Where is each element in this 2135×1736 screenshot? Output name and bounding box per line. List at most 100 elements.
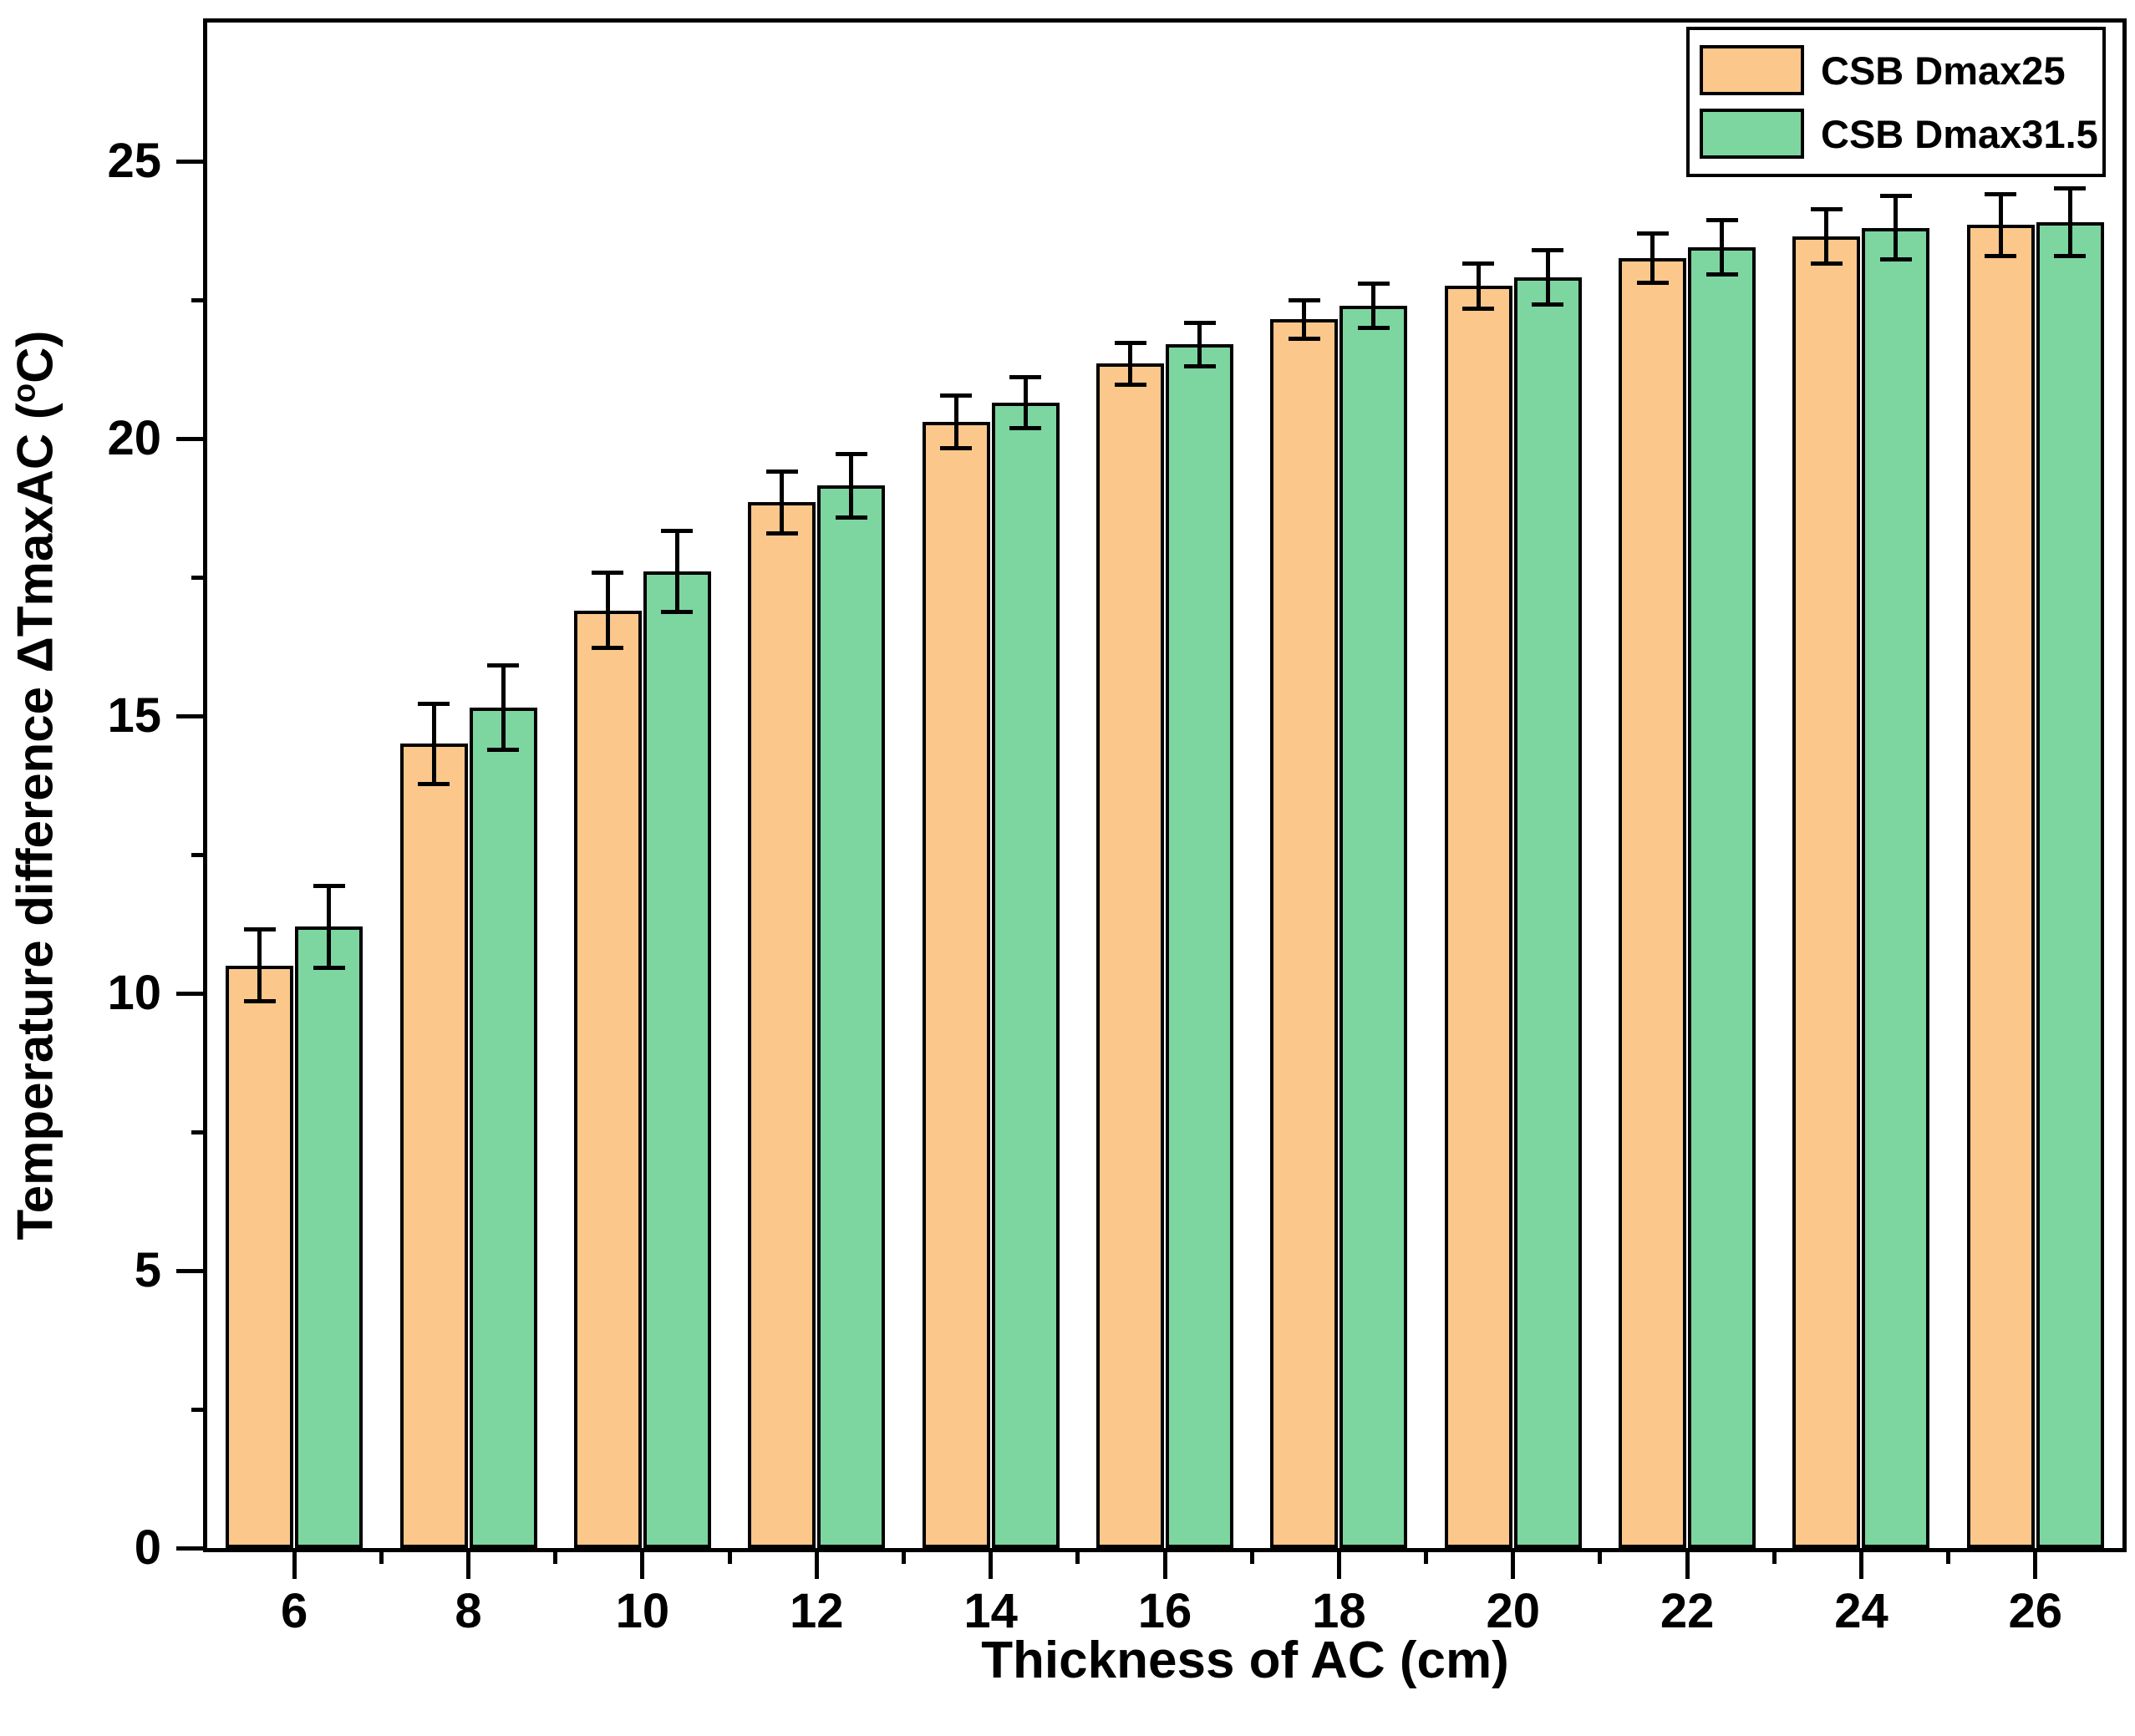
error-bar-whisker [1197, 322, 1202, 366]
y-tick-label: 25 [107, 134, 161, 188]
x-minor-tick [1598, 1552, 1603, 1564]
error-bar-cap [1114, 383, 1146, 388]
error-bar-cap [1357, 325, 1390, 330]
error-bar-cap [1114, 340, 1146, 345]
bar-dmax25-14 [922, 422, 990, 1548]
bar-dmax25-12 [748, 502, 816, 1548]
x-minor-tick [727, 1552, 732, 1564]
error-bar-whisker [1998, 194, 2003, 256]
bar-dmax31-5-6 [295, 926, 363, 1548]
bar-dmax25-10 [573, 610, 642, 1548]
x-tick-label: 14 [963, 1584, 1018, 1638]
error-bar-cap [1636, 280, 1669, 285]
y-minor-tick [191, 1407, 203, 1412]
error-bar-cap [1462, 307, 1495, 312]
x-major-tick [989, 1552, 994, 1579]
x-tick-label: 6 [281, 1584, 308, 1638]
plot-area: 0 5 10 15 20 25 6 8 10 12 14 16 18 20 22 24 26 [107, 18, 2127, 1638]
bar-dmax25-6 [226, 965, 294, 1548]
x-tick-label: 26 [2008, 1584, 2063, 1638]
error-bar-whisker [1128, 343, 1132, 385]
x-major-tick [1511, 1552, 1516, 1579]
error-bar-whisker [431, 703, 436, 784]
bar-dmax31-5-14 [991, 402, 1060, 1548]
bar-dmax31-5-24 [1862, 227, 1930, 1548]
legend-swatch-orange [1700, 45, 1804, 95]
y-tick-label: 10 [107, 966, 161, 1020]
error-bar-whisker [1545, 250, 1550, 305]
error-bar-cap [487, 663, 520, 668]
error-bar-cap [1879, 194, 1912, 199]
error-bar-cap [1009, 425, 1042, 430]
x-tick-label: 16 [1137, 1584, 1192, 1638]
bar-dmax31-5-16 [1166, 344, 1233, 1548]
y-minor-tick [191, 852, 203, 857]
x-major-tick [1336, 1552, 1341, 1579]
x-minor-tick [1424, 1552, 1429, 1564]
bar-dmax25-24 [1792, 236, 1861, 1548]
error-bar-whisker [1894, 195, 1899, 260]
error-bar-cap [418, 781, 450, 786]
error-bar-whisker [953, 395, 958, 449]
error-bar-cap [765, 469, 798, 474]
x-major-tick [292, 1552, 297, 1579]
bar-dmax31-5-12 [817, 485, 886, 1548]
error-bar-cap [2054, 254, 2087, 259]
x-major-tick [640, 1552, 645, 1579]
error-bar-whisker [605, 572, 610, 648]
bar-dmax31-5-26 [2036, 222, 2104, 1548]
error-bar-whisker [780, 471, 785, 534]
y-major-tick [176, 991, 203, 996]
error-bar-cap [1288, 336, 1320, 341]
error-bar-cap [1462, 261, 1495, 266]
bar-dmax31-5-8 [469, 708, 537, 1548]
error-bar-cap [1357, 281, 1390, 286]
error-bar-cap [592, 571, 624, 576]
x-major-tick [814, 1552, 819, 1579]
y-minor-tick [191, 1129, 203, 1134]
error-bar-cap [1009, 374, 1042, 379]
error-bar-cap [243, 927, 276, 932]
y-tick-label: 20 [107, 411, 161, 465]
error-bar-whisker [257, 929, 262, 1002]
error-bar-cap [1879, 257, 1912, 262]
legend-swatch-green [1700, 109, 1804, 159]
error-bar-whisker [1023, 377, 1028, 429]
bar-dmax25-26 [1966, 225, 2035, 1548]
x-major-tick [466, 1552, 471, 1579]
y-major-tick [176, 1268, 203, 1273]
x-major-tick [1858, 1552, 1863, 1579]
bar-dmax25-20 [1444, 286, 1512, 1548]
error-bar-cap [1183, 363, 1216, 368]
x-tick-label: 8 [455, 1584, 482, 1638]
y-axis-title-text: Temperature difference ΔTmaxAC ( [7, 403, 64, 1241]
error-bar-whisker [1824, 209, 1829, 264]
error-bar-cap [765, 531, 798, 536]
error-bar-whisker [501, 665, 506, 750]
y-minor-tick [191, 297, 203, 302]
error-bar-cap [940, 393, 973, 398]
bar-dmax25-22 [1619, 258, 1687, 1548]
bar-dmax25-16 [1096, 363, 1164, 1548]
x-minor-tick [553, 1552, 558, 1564]
x-tick-label: 18 [1312, 1584, 1366, 1638]
y-major-tick [176, 436, 203, 441]
bar-dmax31-5-18 [1339, 305, 1408, 1548]
y-axis-title-unit: C) [7, 330, 64, 383]
x-minor-tick [1249, 1552, 1254, 1564]
error-bar-cap [243, 999, 276, 1004]
error-bar-cap [1705, 217, 1738, 222]
error-bar-cap [1288, 297, 1320, 302]
error-bar-cap [1532, 248, 1564, 253]
x-axis-title: Thickness of AC (cm) [981, 1632, 1509, 1689]
x-minor-tick [1075, 1552, 1080, 1564]
bar-dmax25-8 [399, 744, 468, 1548]
legend-label: CSB Dmax25 [1821, 48, 2066, 93]
legend-label: CSB Dmax31.5 [1821, 111, 2098, 156]
error-bar-whisker [2067, 188, 2072, 256]
error-bar-cap [1532, 302, 1564, 307]
error-bar-whisker [1302, 300, 1307, 339]
bar-dmax25-18 [1270, 319, 1339, 1548]
error-bar-cap [835, 515, 867, 520]
